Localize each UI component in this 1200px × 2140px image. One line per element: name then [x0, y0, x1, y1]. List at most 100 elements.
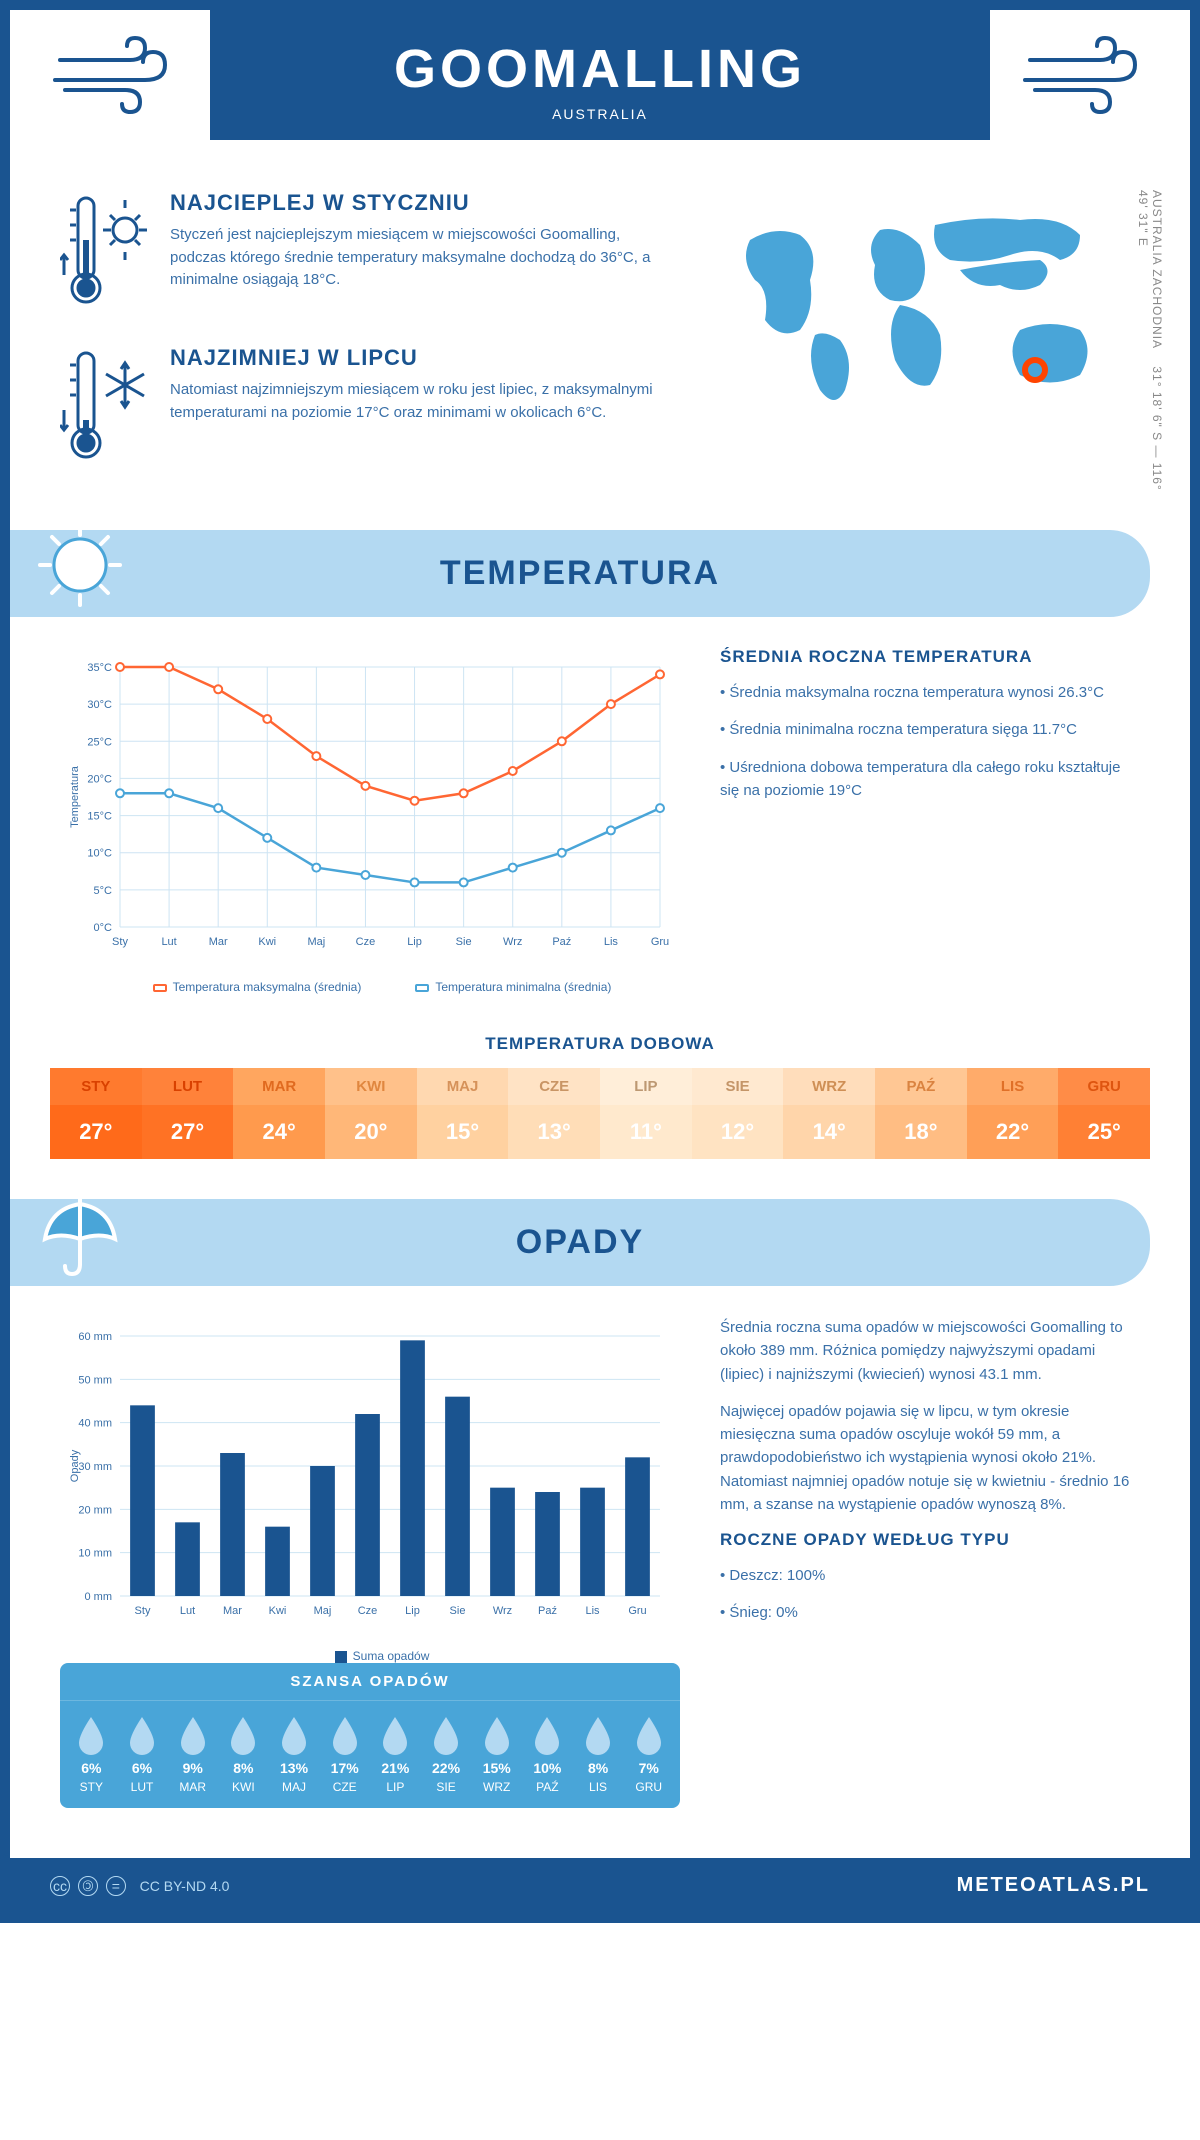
daily-temp-cell: PAŹ18°	[875, 1068, 967, 1159]
daily-temp-cell: LIP11°	[600, 1068, 692, 1159]
rain-chance-panel: SZANSA OPADÓW 6%STY6%LUT9%MAR8%KWI13%MAJ…	[60, 1663, 680, 1808]
page-footer: cc 🄯 = CC BY-ND 4.0 METEOATLAS.PL	[10, 1858, 1190, 1913]
coordinates: AUSTRALIA ZACHODNIA 31° 18' 6" S — 116° …	[1136, 190, 1164, 500]
daily-temp-title: TEMPERATURA DOBOWA	[10, 1034, 1190, 1054]
svg-text:25°C: 25°C	[87, 736, 112, 748]
thermometer-cold-icon	[60, 345, 150, 465]
site-name: METEOATLAS.PL	[957, 1874, 1150, 1897]
rain-chance-cell: 13%MAJ	[269, 1713, 320, 1794]
rain-chance-cell: 7%GRU	[623, 1713, 674, 1794]
svg-text:60 mm: 60 mm	[78, 1331, 112, 1343]
svg-text:Gru: Gru	[651, 936, 669, 948]
rain-type-list: Deszcz: 100% Śnieg: 0%	[720, 1564, 1140, 1625]
rain-chance-cell: 21%LIP	[370, 1713, 421, 1794]
svg-text:20 mm: 20 mm	[78, 1504, 112, 1516]
svg-text:Lis: Lis	[604, 936, 619, 948]
license-text: cc 🄯 = CC BY-ND 4.0	[50, 1876, 229, 1896]
thermometer-hot-icon	[60, 190, 150, 310]
precipitation-bar-chart: 0 mm 10 mm 20 mm 30 mm 40 mm 50 mm 60 mm Sty Lut…	[60, 1316, 680, 1636]
temp-info-item: Uśredniona dobowa temperatura dla całego…	[720, 756, 1140, 803]
rain-info-p1: Średnia roczna suma opadów w miejscowośc…	[720, 1316, 1140, 1386]
svg-text:Lip: Lip	[407, 936, 422, 948]
svg-text:15°C: 15°C	[87, 811, 112, 823]
svg-text:0 mm: 0 mm	[85, 1591, 113, 1603]
wind-icon	[50, 30, 180, 120]
city-title: GOOMALLING	[210, 38, 990, 100]
svg-text:Mar: Mar	[223, 1605, 242, 1617]
svg-text:Cze: Cze	[358, 1605, 378, 1617]
svg-text:Kwi: Kwi	[258, 936, 276, 948]
svg-text:Lut: Lut	[180, 1605, 195, 1617]
temp-info-title: ŚREDNIA ROCZNA TEMPERATURA	[720, 647, 1140, 667]
svg-text:Sie: Sie	[450, 1605, 466, 1617]
daily-temp-cell: STY27°	[50, 1068, 142, 1159]
temp-info-list: Średnia maksymalna roczna temperatura wy…	[720, 681, 1140, 802]
rain-type-title: ROCZNE OPADY WEDŁUG TYPU	[720, 1530, 1140, 1550]
rain-type-item: Deszcz: 100%	[720, 1564, 1140, 1587]
daily-temp-cell: MAR24°	[233, 1068, 325, 1159]
temperature-line-chart: 0°C 5°C 10°C 15°C 20°C 25°C 30°C 35°C Sty Lut Mar K…	[60, 647, 680, 967]
rain-chance-cell: 17%CZE	[319, 1713, 370, 1794]
temp-info-item: Średnia minimalna roczna temperatura się…	[720, 718, 1140, 741]
svg-text:40 mm: 40 mm	[78, 1418, 112, 1430]
temperature-section-header: TEMPERATURA	[10, 530, 1150, 617]
daily-temp-cell: WRZ14°	[783, 1068, 875, 1159]
daily-temp-cell: LIS22°	[967, 1068, 1059, 1159]
svg-text:10 mm: 10 mm	[78, 1548, 112, 1560]
svg-text:10°C: 10°C	[87, 848, 112, 860]
svg-text:Sty: Sty	[112, 936, 128, 948]
rain-chance-cell: 9%MAR	[167, 1713, 218, 1794]
svg-text:Mar: Mar	[209, 936, 228, 948]
rain-chance-cell: 10%PAŹ	[522, 1713, 573, 1794]
umbrella-icon	[30, 1184, 130, 1284]
daily-temp-cell: SIE12°	[692, 1068, 784, 1159]
svg-text:Gru: Gru	[628, 1605, 646, 1617]
svg-text:50 mm: 50 mm	[78, 1374, 112, 1386]
svg-text:Sty: Sty	[135, 1605, 151, 1617]
rain-chance-cell: 6%STY	[66, 1713, 117, 1794]
svg-text:Maj: Maj	[314, 1605, 332, 1617]
svg-text:30 mm: 30 mm	[78, 1461, 112, 1473]
svg-text:Wrz: Wrz	[493, 1605, 512, 1617]
rain-chance-cell: 15%WRZ	[471, 1713, 522, 1794]
country-subtitle: AUSTRALIA	[210, 106, 990, 122]
world-map: AUSTRALIA ZACHODNIA 31° 18' 6" S — 116° …	[720, 190, 1140, 500]
coldest-text: Natomiast najzimniejszym miesiącem w rok…	[170, 379, 680, 424]
warmest-block: NAJCIEPLEJ W STYCZNIU Styczeń jest najci…	[60, 190, 680, 315]
svg-text:20°C: 20°C	[87, 773, 112, 785]
warmest-title: NAJCIEPLEJ W STYCZNIU	[170, 190, 680, 216]
sun-icon	[30, 515, 130, 615]
temp-info-item: Średnia maksymalna roczna temperatura wy…	[720, 681, 1140, 704]
svg-text:Wrz: Wrz	[503, 936, 522, 948]
svg-text:Kwi: Kwi	[269, 1605, 287, 1617]
svg-text:Lis: Lis	[585, 1605, 600, 1617]
svg-text:0°C: 0°C	[94, 922, 113, 934]
rain-chance-cell: 6%LUT	[117, 1713, 168, 1794]
daily-temp-cell: CZE13°	[508, 1068, 600, 1159]
svg-text:Sie: Sie	[456, 936, 472, 948]
svg-text:Paź: Paź	[552, 936, 571, 948]
svg-text:Cze: Cze	[356, 936, 376, 948]
svg-text:30°C: 30°C	[87, 699, 112, 711]
svg-text:Lut: Lut	[161, 936, 176, 948]
rain-chance-title: SZANSA OPADÓW	[60, 1663, 680, 1701]
svg-text:Opady: Opady	[69, 1449, 81, 1482]
daily-temp-cell: LUT27°	[142, 1068, 234, 1159]
rain-type-item: Śnieg: 0%	[720, 1601, 1140, 1624]
warmest-text: Styczeń jest najcieplejszym miesiącem w …	[170, 224, 680, 292]
rain-chance-cell: 22%SIE	[421, 1713, 472, 1794]
rain-chance-cell: 8%KWI	[218, 1713, 269, 1794]
svg-text:Maj: Maj	[307, 936, 325, 948]
rain-chance-cell: 8%LIS	[573, 1713, 624, 1794]
svg-text:5°C: 5°C	[94, 885, 113, 897]
daily-temp-cell: KWI20°	[325, 1068, 417, 1159]
svg-text:35°C: 35°C	[87, 662, 112, 674]
daily-temp-table: STY27°LUT27°MAR24°KWI20°MAJ15°CZE13°LIP1…	[50, 1068, 1150, 1159]
svg-text:Paź: Paź	[538, 1605, 557, 1617]
rain-info-p2: Najwięcej opadów pojawia się w lipcu, w …	[720, 1400, 1140, 1516]
svg-text:Lip: Lip	[405, 1605, 420, 1617]
coldest-block: NAJZIMNIEJ W LIPCU Natomiast najzimniejs…	[60, 345, 680, 470]
rain-chart-legend: Suma opadów	[60, 1649, 680, 1663]
page-header: GOOMALLING AUSTRALIA	[210, 10, 990, 140]
temp-chart-legend: Temperatura maksymalna (średnia) Tempera…	[60, 980, 680, 994]
